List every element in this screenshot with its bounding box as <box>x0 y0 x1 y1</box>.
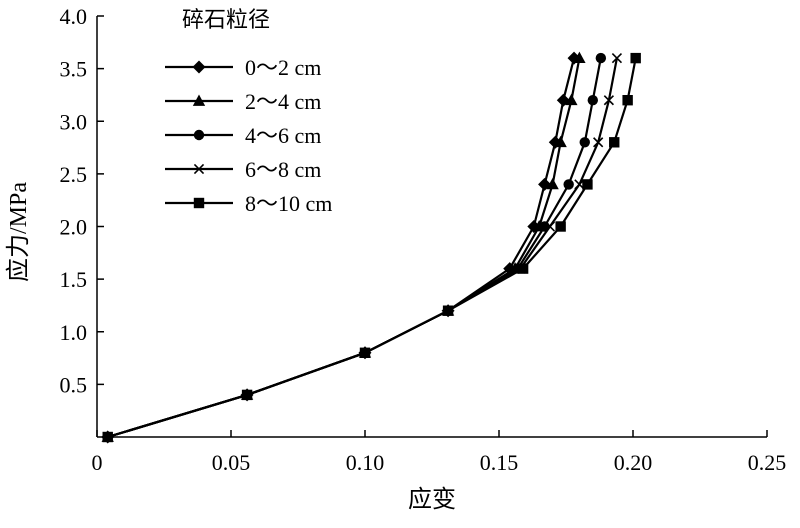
data-point-triangle <box>565 93 578 106</box>
axes: 0 0.05 0.10 0.15 0.20 0.25 0.5 1.0 1.5 2.0 2.5 3.0 3… <box>60 4 787 475</box>
data-point-triangle <box>554 135 567 148</box>
data-point-triangle <box>192 94 206 106</box>
legend-label: 4～6 cm <box>245 123 321 148</box>
legend-label: 6～8 cm <box>245 157 321 182</box>
x-tick-label: 0.05 <box>212 450 251 475</box>
data-point-square <box>555 221 566 232</box>
series-2 <box>101 51 586 442</box>
data-point-square <box>193 197 205 209</box>
data-point-square <box>442 305 454 316</box>
y-tick-label: 1.5 <box>60 267 88 292</box>
data-point-square <box>609 137 620 148</box>
series-line <box>107 57 576 439</box>
data-point-x <box>544 221 556 232</box>
series-line <box>107 57 581 439</box>
legend-label: 2～4 cm <box>245 89 321 114</box>
data-point-triangle <box>546 177 559 190</box>
data-point-diamond <box>192 60 206 74</box>
x-tick-label: 0.15 <box>480 450 519 475</box>
data-point-square <box>517 263 529 274</box>
legend-label: 0～2 cm <box>245 55 321 80</box>
x-tick-label: 0.25 <box>748 450 787 475</box>
x-axis-label: 应变 <box>408 486 456 513</box>
series-1 <box>101 51 581 444</box>
data-point-x <box>593 137 604 148</box>
legend-item: 4～6 cm <box>165 123 321 148</box>
legend-title: 碎石粒径 <box>182 7 270 32</box>
data-point-square <box>630 52 641 64</box>
data-point-x <box>603 95 614 106</box>
x-marker-stroke <box>611 52 623 64</box>
legend-item: 0～2 cm <box>165 55 321 80</box>
legend-item: 2～4 cm <box>165 89 321 114</box>
data-point-square <box>359 347 371 358</box>
series-3 <box>102 52 607 443</box>
y-tick-label: 0.5 <box>60 372 88 397</box>
legend-item: 6～8 cm <box>165 157 321 182</box>
data-point-circle <box>579 137 590 148</box>
data-point-square <box>102 431 113 443</box>
data-point-x <box>611 52 623 64</box>
series-4 <box>102 52 623 443</box>
x-marker-stroke <box>603 95 614 106</box>
data-point-circle <box>193 129 205 141</box>
y-tick-label: 3.5 <box>60 57 88 82</box>
legend-label: 8～10 cm <box>245 191 332 216</box>
x-marker-stroke <box>544 221 556 232</box>
data-point-square <box>622 95 633 106</box>
data-point-triangle <box>573 51 586 63</box>
legend-item: 8～10 cm <box>165 191 332 216</box>
data-point-circle <box>563 179 574 190</box>
x-tick-label: 0.10 <box>346 450 385 475</box>
series-5 <box>102 52 641 443</box>
series-layer <box>101 51 641 444</box>
y-tick-label: 2.5 <box>60 162 88 187</box>
y-axis-label: 应力/MPa <box>5 182 32 282</box>
x-tick-label: 0 <box>92 450 103 475</box>
data-point-square <box>241 389 253 401</box>
y-tick-label: 4.0 <box>60 4 88 29</box>
y-tick-label: 1.0 <box>60 320 88 345</box>
data-point-square <box>582 179 593 190</box>
x-marker-stroke <box>193 163 205 175</box>
data-point-circle <box>587 95 598 106</box>
data-point-x <box>193 163 205 175</box>
y-tick-label: 3.0 <box>60 109 88 134</box>
x-marker-stroke <box>593 137 604 148</box>
x-tick-label: 0.20 <box>614 450 653 475</box>
legend: 碎石粒径 0～2 cm 2～4 cm 4～6 cm 6～8 cm 8～10 cm <box>165 7 332 216</box>
series-line <box>107 57 637 439</box>
data-point-circle <box>595 52 607 64</box>
y-tick-label: 2.0 <box>60 215 88 240</box>
